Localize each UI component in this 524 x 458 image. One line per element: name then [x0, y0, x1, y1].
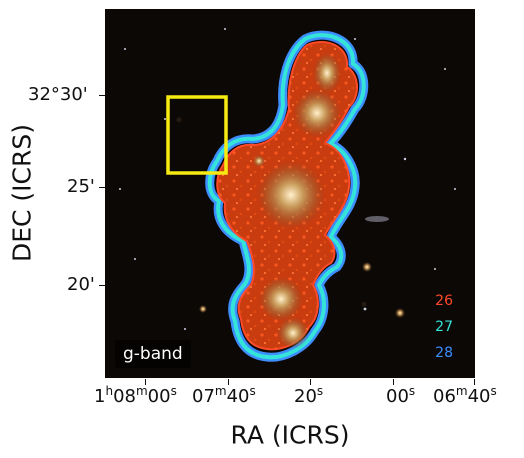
isophote-27-contour	[207, 33, 366, 360]
isophote-legend: 26 27 28	[435, 288, 453, 366]
legend-entry-27: 27	[435, 319, 453, 335]
field-galaxy	[199, 305, 207, 313]
group-galaxies	[253, 53, 341, 349]
legend-entry-28: 28	[435, 345, 453, 361]
x-tick-label: 00s	[386, 384, 416, 407]
x-tick-mark	[310, 379, 311, 385]
legend-entry-26: 26	[435, 293, 453, 309]
y-tick-label: 25'	[67, 176, 95, 197]
x-axis-title: RA (ICRS)	[230, 420, 350, 450]
x-tick-label: 07m40s	[192, 384, 256, 407]
field-galaxy	[362, 262, 372, 272]
y-tick-mark	[99, 95, 105, 96]
y-tick-mark	[99, 187, 105, 188]
y-tick-label: 20'	[67, 274, 95, 295]
x-tick-mark	[145, 379, 146, 385]
x-tick-label: 06m40s	[433, 384, 497, 407]
x-tick-mark	[393, 379, 394, 385]
edge-on-galaxy	[365, 216, 389, 222]
x-tick-mark	[474, 379, 475, 385]
y-axis-title: DEC (ICRS)	[7, 123, 37, 263]
y-tick-label: 32°30'	[28, 84, 88, 105]
galaxy-group-image	[119, 28, 456, 362]
band-label: g-band	[115, 340, 191, 368]
field-galaxy	[395, 308, 405, 318]
x-tick-label: 20s	[294, 384, 324, 407]
y-tick-mark	[99, 285, 105, 286]
sky-image-panel: g-band 26 27 28	[105, 9, 475, 378]
x-tick-mark	[228, 379, 229, 385]
background-stars	[119, 28, 456, 330]
x-tick-label: 1h08m00s	[94, 384, 177, 407]
highlight-region-box	[166, 95, 228, 175]
